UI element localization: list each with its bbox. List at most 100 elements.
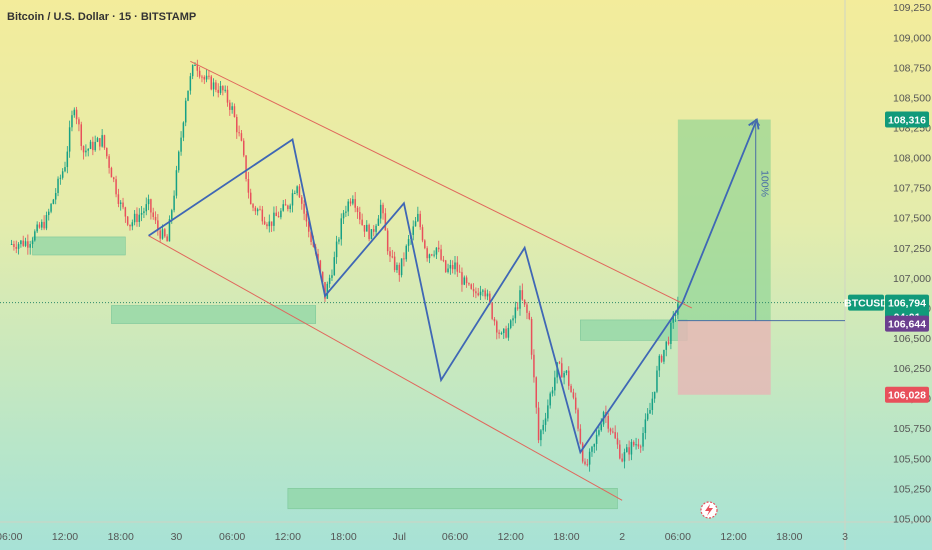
- candle-body: [338, 239, 340, 242]
- candle-body: [201, 76, 203, 78]
- candle-body: [437, 247, 440, 250]
- candle-body: [236, 117, 238, 133]
- candle-body: [68, 127, 71, 152]
- candle-body: [66, 151, 69, 168]
- measure-arrowhead: [751, 118, 761, 126]
- candle-body: [177, 151, 180, 171]
- channel-line: [190, 60, 693, 309]
- candle-body: [372, 229, 375, 232]
- candle-body: [89, 141, 92, 149]
- candle-body: [591, 446, 593, 452]
- candle-body: [342, 212, 345, 219]
- candle-body: [528, 312, 531, 320]
- candle-body: [456, 262, 459, 272]
- candle-body: [551, 390, 554, 394]
- candle-body: [667, 341, 670, 344]
- candle-body: [307, 221, 310, 232]
- candle-body: [101, 135, 103, 147]
- candle-body: [461, 272, 463, 285]
- candle-body: [203, 76, 206, 80]
- candle-body: [563, 372, 565, 378]
- candle-body: [270, 221, 273, 226]
- candle-body: [147, 199, 150, 205]
- y-tick-label: 106,250: [893, 363, 931, 375]
- candle-body: [196, 65, 199, 71]
- candle-body: [92, 141, 94, 151]
- candle-body: [665, 341, 668, 350]
- candle-body: [491, 302, 493, 319]
- candle-body: [208, 75, 210, 77]
- candle-body: [612, 431, 614, 433]
- candle-body: [616, 438, 619, 445]
- candle-body: [670, 322, 672, 344]
- candle-body: [382, 204, 384, 214]
- candle-body: [519, 290, 521, 309]
- candle-body: [161, 229, 164, 239]
- price-tag-label: 106,644: [888, 319, 926, 331]
- y-tick-label: 107,000: [893, 273, 931, 285]
- candle-body: [544, 418, 547, 425]
- candle-body: [138, 214, 141, 222]
- candle-body: [649, 410, 651, 414]
- channel-line: [148, 235, 623, 501]
- candle-body: [298, 186, 301, 198]
- candle-body: [516, 307, 519, 309]
- support-zone: [32, 236, 126, 256]
- chart-title: Bitcoin / U.S. Dollar · 15 · BITSTAMP: [7, 11, 197, 23]
- candle-body: [593, 443, 596, 447]
- candle-body: [136, 213, 138, 222]
- candle-body: [331, 275, 333, 278]
- candle-body: [514, 307, 517, 319]
- candle-body: [319, 260, 322, 272]
- price-tag: [848, 294, 884, 311]
- candle-body: [296, 186, 298, 194]
- x-tick-label: 18:00: [108, 531, 134, 543]
- candle-body: [27, 241, 29, 248]
- candle-body: [328, 277, 331, 284]
- candles: [10, 59, 679, 472]
- candle-body: [326, 283, 329, 299]
- candle-body: [347, 201, 349, 212]
- support-zone: [111, 305, 317, 324]
- candle-body: [412, 226, 414, 235]
- candle-body: [122, 202, 124, 208]
- candle-body: [530, 319, 533, 355]
- candle-body: [482, 290, 484, 292]
- candle-body: [572, 392, 575, 398]
- candle-body: [301, 197, 303, 204]
- candle-body: [212, 82, 215, 90]
- candle-body: [103, 135, 106, 148]
- candle-body: [261, 209, 264, 222]
- candle-body: [424, 240, 426, 249]
- candle-body: [403, 258, 405, 260]
- candle-body: [73, 109, 76, 116]
- candle-body: [361, 219, 363, 226]
- candle-body: [526, 304, 528, 313]
- y-tick-label: 107,750: [893, 183, 931, 195]
- candle-body: [660, 355, 663, 362]
- candle-body: [533, 354, 535, 378]
- candle-body: [119, 202, 122, 204]
- candle-body: [294, 193, 296, 195]
- candle-body: [263, 221, 266, 225]
- candle-body: [496, 321, 498, 333]
- candle-body: [454, 262, 456, 270]
- candle-body: [198, 70, 201, 77]
- candle-body: [268, 221, 271, 227]
- candle-body: [646, 413, 649, 420]
- candle-body: [626, 447, 628, 453]
- candle-body: [20, 240, 22, 245]
- candle-body: [523, 299, 526, 305]
- candle-body: [363, 225, 366, 232]
- candle-body: [581, 443, 584, 462]
- candle-body: [24, 241, 27, 246]
- candle-body: [335, 241, 338, 258]
- candle-body: [600, 424, 603, 431]
- candle-body: [468, 283, 470, 285]
- support-zone: [287, 488, 618, 510]
- candle-body: [442, 259, 445, 261]
- candle-body: [366, 224, 368, 232]
- candle-body: [112, 177, 115, 180]
- candle-body: [61, 171, 64, 178]
